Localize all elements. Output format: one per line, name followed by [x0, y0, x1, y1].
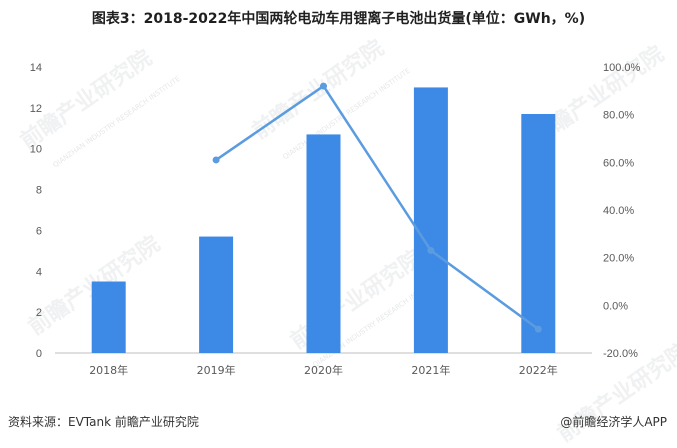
x-axis-tick-label: 2020年 [304, 363, 343, 377]
source-note: 资料来源：EVTank 前瞻产业研究院 [8, 415, 199, 429]
left-axis-ticks: 0 2 4 6 8 10 12 14 [30, 62, 42, 360]
left-axis-tick-label: 0 [36, 348, 42, 360]
left-axis-tick-label: 4 [36, 266, 42, 278]
bar [91, 281, 126, 353]
x-axis-tick-label: 2021年 [411, 363, 450, 377]
left-axis-tick-label: 8 [36, 185, 42, 197]
right-axis-ticks: -20.0% 0.0% 20.0% 40.0% 60.0% 80.0% 100.0% [603, 62, 641, 360]
right-axis-tick-label: 60.0% [603, 157, 634, 169]
x-axis-ticks: 2018年 2019年 2020年 2021年 2022年 [89, 363, 558, 377]
growth-line [215, 84, 540, 331]
left-axis-tick-label: 6 [36, 225, 42, 237]
x-axis-tick-label: 2022年 [519, 363, 558, 377]
line-point [212, 156, 220, 164]
brand-link[interactable]: @前瞻经济学人APP [560, 415, 667, 429]
right-axis-tick-label: 100.0% [603, 62, 641, 74]
chart-area: 0 2 4 6 8 10 12 14 -20.0% 0.0% 20.0% 40.0% 60.0% 80.… [30, 62, 641, 377]
bar [413, 87, 448, 353]
right-axis-tick-label: 40.0% [603, 205, 634, 217]
bar [521, 113, 556, 353]
chart-title: 图表3：2018-2022年中国两轮电动车用锂离子电池出货量(单位：GWh，%) [91, 11, 586, 27]
right-axis-tick-label: 0.0% [603, 300, 628, 312]
line-point [534, 325, 542, 333]
bar-series [91, 87, 556, 353]
left-axis-tick-label: 14 [30, 62, 42, 74]
left-axis-tick-label: 10 [30, 144, 42, 156]
line-point [427, 247, 435, 255]
right-axis-tick-label: 80.0% [603, 110, 634, 122]
x-axis-tick-label: 2019年 [197, 363, 236, 377]
right-axis-tick-label: -20.0% [603, 348, 638, 360]
bar [306, 134, 341, 353]
right-axis-tick-label: 20.0% [603, 253, 634, 265]
left-axis-tick-label: 2 [36, 307, 42, 319]
line-series [212, 82, 542, 333]
left-axis-tick-label: 12 [30, 103, 42, 115]
bar [199, 236, 234, 353]
line-point [320, 82, 327, 90]
x-axis-tick-label: 2018年 [89, 363, 128, 377]
